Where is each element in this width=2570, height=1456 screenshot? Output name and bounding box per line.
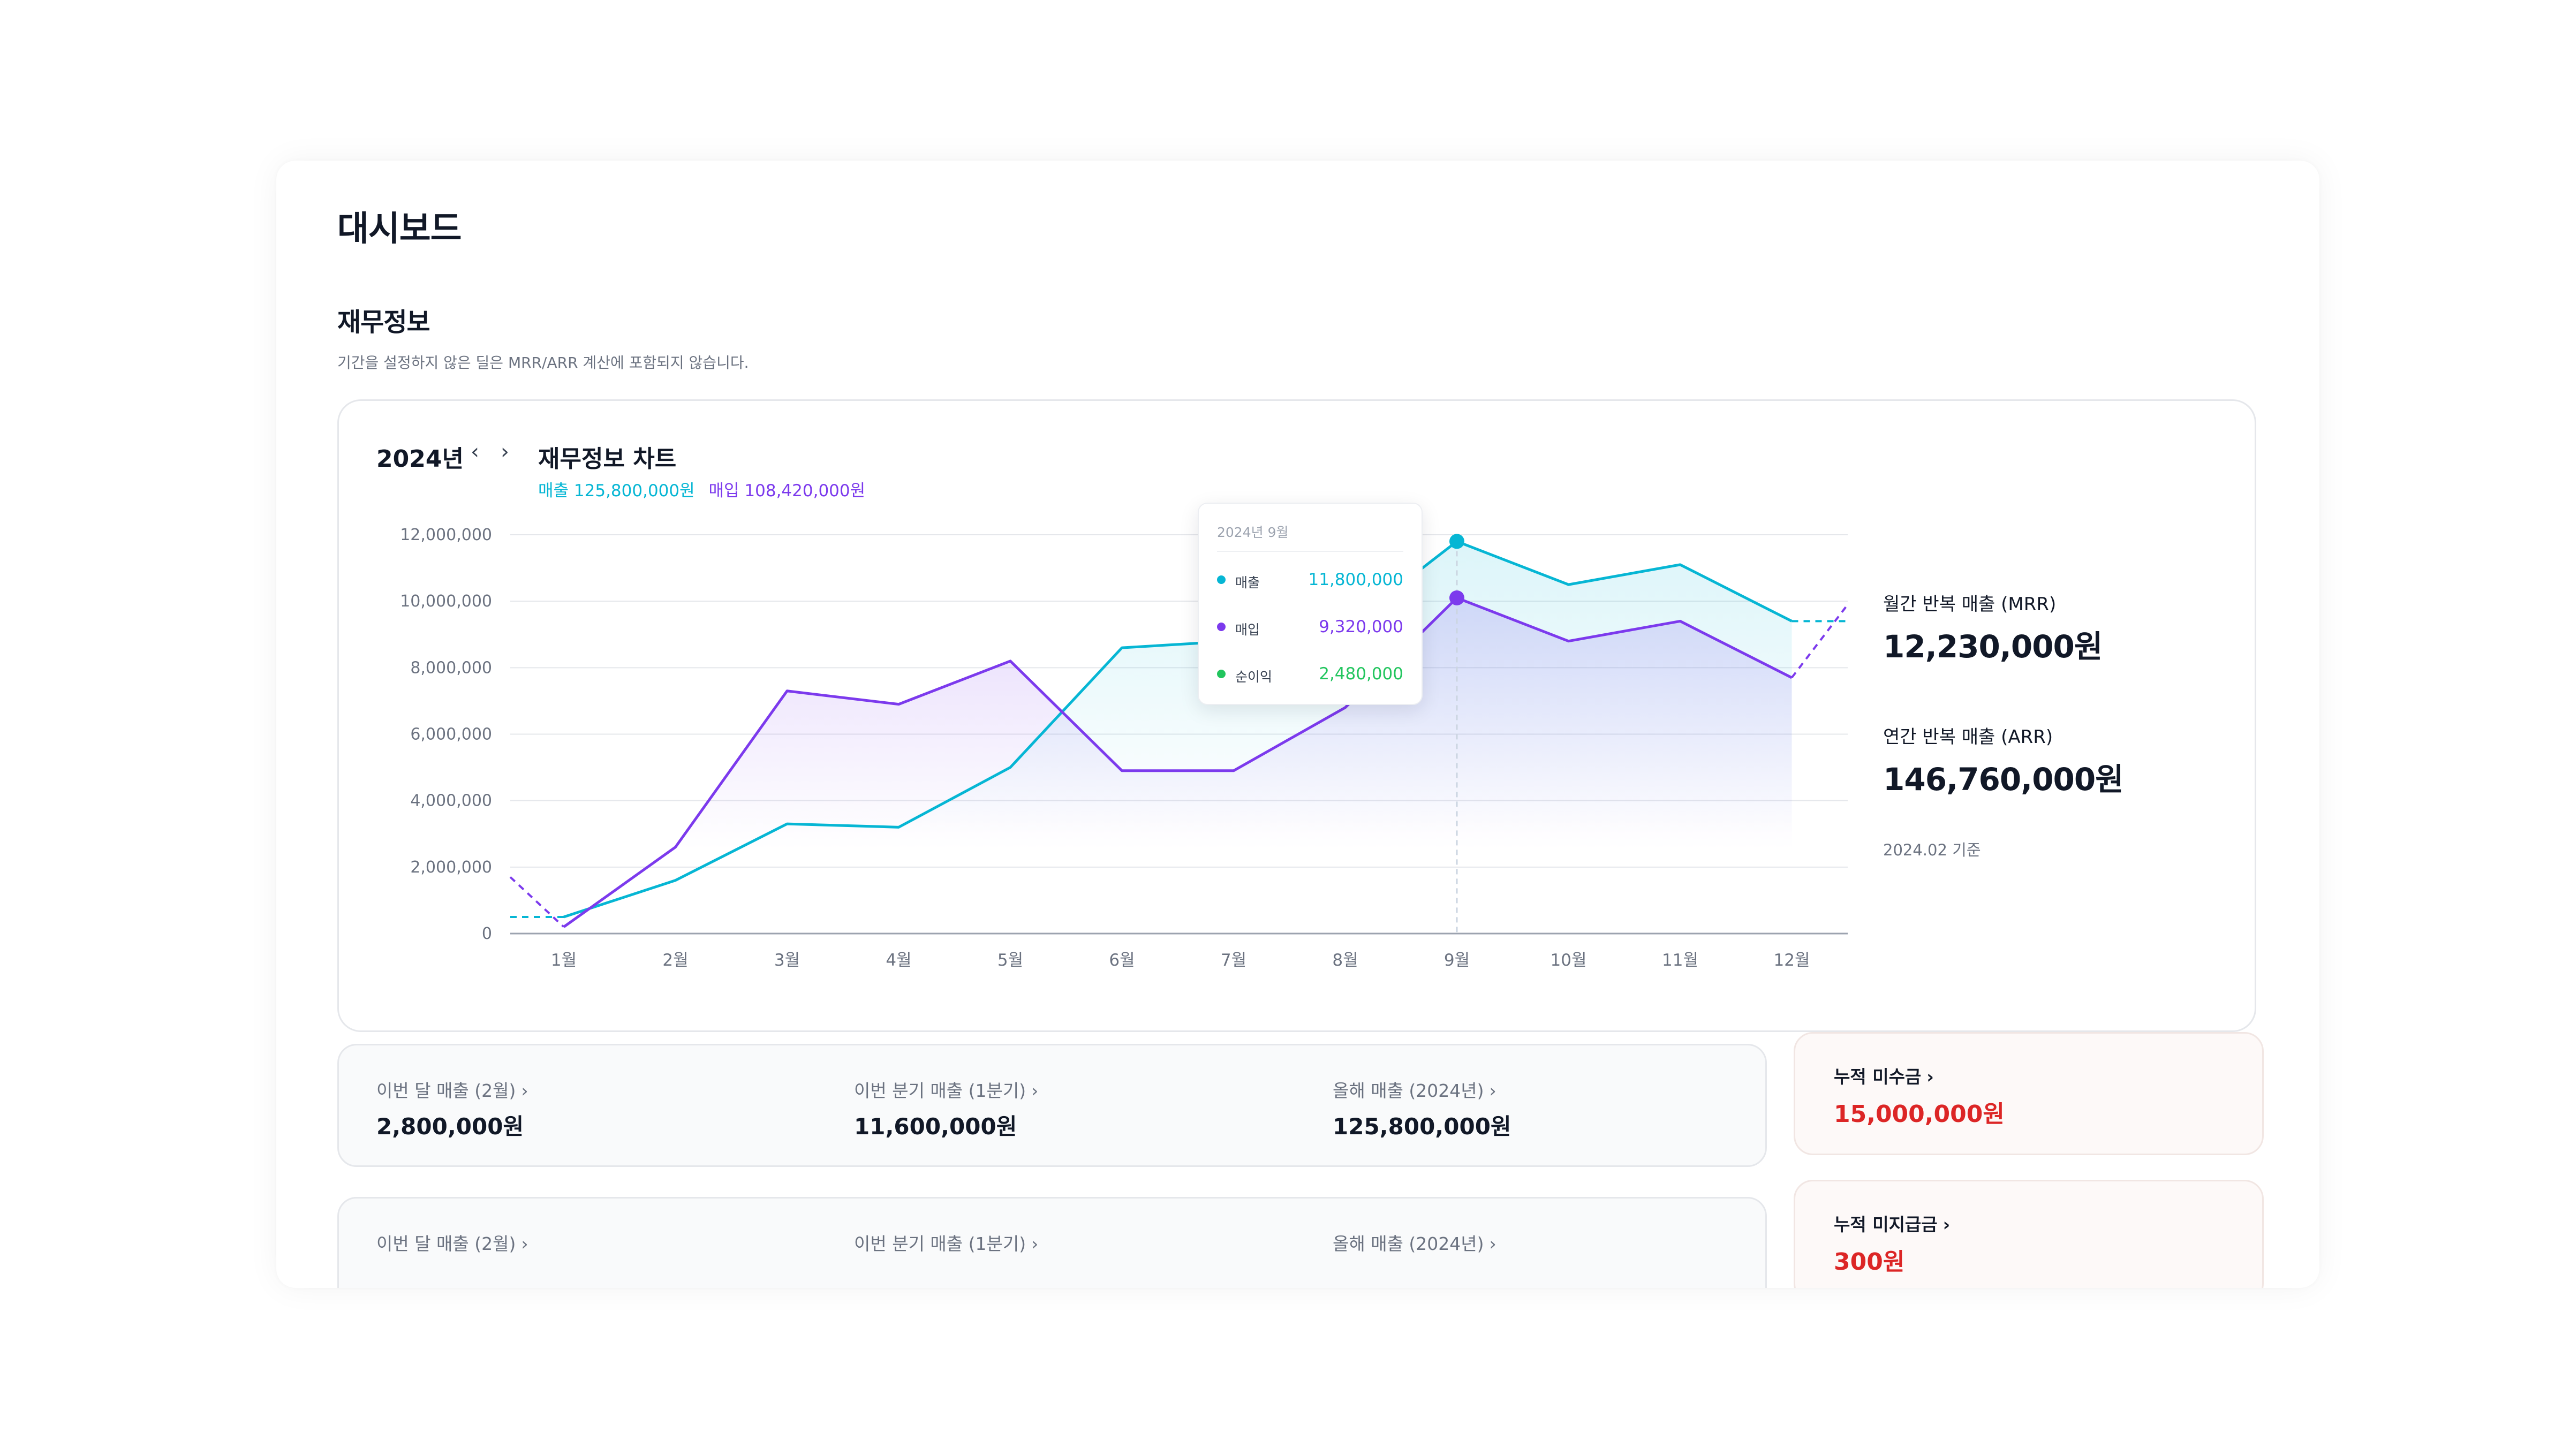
chart-legend: 매출 125,800,000원 매입 108,420,000원: [538, 477, 865, 501]
x-tick-label: 10월: [1551, 951, 1587, 970]
page-title: 대시보드: [337, 209, 462, 249]
x-tick-label: 1월: [551, 951, 577, 970]
profit-dot-icon: [1217, 670, 1226, 678]
x-tick-label: 11월: [1662, 951, 1698, 970]
sales-dot-icon: [1217, 575, 1226, 584]
chart-title: 재무정보 차트: [538, 445, 677, 473]
y-tick-label: 4,000,000: [410, 792, 492, 810]
summary-value-quarter: 11,600,000원: [854, 1113, 1017, 1140]
revenue-summary-card-2: 이번 달 매출 (2월) › 이번 분기 매출 (1분기) › 올해 매출 (202…: [337, 1197, 1767, 1288]
x-tick-label: 7월: [1221, 951, 1246, 970]
summary-link-quarter[interactable]: 이번 분기 매출 (1분기) ›: [854, 1233, 1039, 1254]
purchase-dot-icon: [1217, 623, 1226, 631]
chevron-right-icon: ›: [1942, 1214, 1951, 1235]
x-tick-label: 6월: [1109, 951, 1135, 970]
y-tick-label: 8,000,000: [410, 658, 492, 677]
series-line-매입: [563, 596, 1793, 928]
receivables-link[interactable]: 누적 미수금 ›: [1834, 1066, 1934, 1087]
year-label: 2024년: [376, 445, 464, 473]
arr-label: 연간 반복 매출 (ARR): [1883, 726, 2053, 748]
x-tick-label: 4월: [886, 951, 911, 970]
series-area-매출: [564, 541, 1792, 934]
chevron-right-icon: ›: [1031, 1233, 1039, 1254]
section-title-finance: 재무정보: [337, 307, 430, 337]
chevron-left-icon[interactable]: ‹: [471, 439, 479, 464]
receivables-value: 15,000,000원: [1834, 1101, 2005, 1128]
tooltip-value: 9,320,000: [1319, 617, 1403, 636]
tooltip-label: 매입: [1235, 622, 1260, 638]
x-tick-label: 2월: [662, 951, 688, 970]
chevron-right-icon[interactable]: ›: [501, 439, 509, 464]
tooltip-label: 순이익: [1235, 669, 1273, 685]
legend-sales: 매출 125,800,000원: [538, 481, 695, 500]
receivables-card: 누적 미수금 › 15,000,000원: [1794, 1032, 2264, 1155]
metrics-basis-date: 2024.02 기준: [1883, 841, 1981, 859]
summary-link-month[interactable]: 이번 달 매출 (2월) ›: [376, 1080, 528, 1101]
data-point-매입: [1449, 590, 1464, 605]
payables-value: 300원: [1834, 1248, 1905, 1276]
summary-link-quarter[interactable]: 이번 분기 매출 (1분기) ›: [854, 1080, 1039, 1101]
tooltip-value: 2,480,000: [1319, 664, 1403, 684]
chevron-right-icon: ›: [521, 1080, 528, 1101]
series-line-매출: [563, 540, 1793, 919]
summary-link-month[interactable]: 이번 달 매출 (2월) ›: [376, 1233, 528, 1254]
chevron-right-icon: ›: [521, 1233, 528, 1254]
mrr-label: 월간 반복 매출 (MRR): [1883, 594, 2057, 615]
y-tick-label: 0: [482, 924, 492, 943]
projection-end-매입: [1790, 604, 1849, 679]
tooltip-row-sales: 매출 11,800,000: [1217, 569, 1403, 590]
chevron-right-icon: ›: [1489, 1233, 1496, 1254]
chevron-right-icon: ›: [1926, 1066, 1934, 1087]
summary-value-month: 2,800,000원: [376, 1113, 524, 1140]
x-tick-label: 12월: [1774, 951, 1810, 970]
tooltip-value: 11,800,000: [1308, 570, 1404, 589]
summary-value-year: 125,800,000원: [1333, 1113, 1511, 1140]
y-tick-label: 6,000,000: [410, 725, 492, 744]
projection-start-매입: [509, 876, 565, 928]
revenue-summary-card: 이번 달 매출 (2월) › 2,800,000원 이번 분기 매출 (1분기) ›…: [337, 1044, 1767, 1167]
tooltip-label: 매출: [1235, 575, 1260, 590]
data-point-매출: [1449, 534, 1464, 549]
x-tick-label: 9월: [1444, 951, 1470, 970]
chevron-right-icon: ›: [1489, 1080, 1496, 1101]
chevron-right-icon: ›: [1031, 1080, 1039, 1101]
y-tick-label: 2,000,000: [410, 858, 492, 877]
finance-chart-card: 2024년 ‹ › 재무정보 차트 매출 125,800,000원 매입 108…: [337, 399, 2256, 1032]
section-description: 기간을 설정하지 않은 딜은 MRR/ARR 계산에 포함되지 않습니다.: [337, 354, 749, 371]
x-tick-label: 3월: [774, 951, 800, 970]
arr-value: 146,760,000원: [1883, 761, 2124, 798]
tooltip-date: 2024년 9월: [1217, 525, 1289, 540]
tooltip-divider: [1217, 551, 1403, 552]
summary-link-year[interactable]: 올해 매출 (2024년) ›: [1333, 1080, 1496, 1101]
line-chart[interactable]: 0 2,000,000 4,000,000 6,000,000 8,000,000 10,…: [339, 401, 2258, 1034]
tooltip-row-purchase: 매입 9,320,000: [1217, 616, 1403, 638]
mrr-value: 12,230,000원: [1883, 628, 2103, 665]
chart-tooltip: 2024년 9월 매출 11,800,000 매입 9,320,000 순이익 …: [1198, 503, 1423, 705]
x-tick-label: 8월: [1332, 951, 1358, 970]
legend-purchase: 매입 108,420,000원: [708, 481, 866, 500]
payables-card: 누적 미지급금 › 300원: [1794, 1180, 2264, 1288]
dashboard-window: 대시보드 재무정보 기간을 설정하지 않은 딜은 MRR/ARR 계산에 포함되…: [276, 161, 2319, 1288]
summary-link-year[interactable]: 올해 매출 (2024년) ›: [1333, 1233, 1496, 1254]
x-tick-label: 5월: [997, 951, 1023, 970]
y-tick-label: 10,000,000: [400, 592, 492, 611]
tooltip-row-profit: 순이익 2,480,000: [1217, 663, 1403, 685]
y-tick-label: 12,000,000: [400, 526, 492, 544]
payables-link[interactable]: 누적 미지급금 ›: [1834, 1214, 1951, 1235]
